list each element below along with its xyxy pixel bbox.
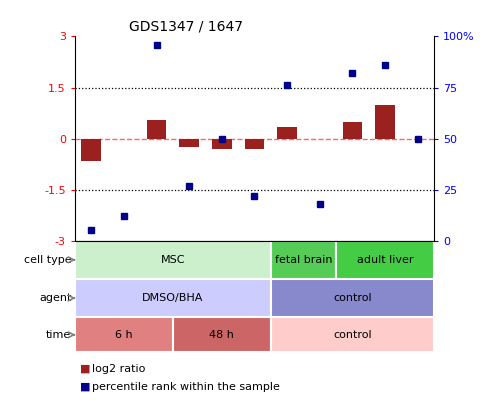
Bar [336,241,434,279]
Text: 6 h: 6 h [115,330,133,340]
Text: DMSO/BHA: DMSO/BHA [142,293,204,303]
Text: 48 h: 48 h [210,330,234,340]
Bar [245,139,264,149]
Bar [81,139,101,161]
Bar [75,279,271,317]
Bar [179,139,199,147]
Text: fetal brain: fetal brain [275,255,332,265]
Text: time: time [46,330,71,340]
Text: ■: ■ [80,382,90,392]
Bar [212,139,232,149]
Text: MSC: MSC [161,255,185,265]
Text: ■: ■ [80,364,90,373]
Bar [75,241,271,279]
Text: cell type: cell type [23,255,71,265]
Bar [147,120,166,139]
Bar [343,122,362,139]
Text: GDS1347 / 1647: GDS1347 / 1647 [129,20,243,34]
Bar [277,127,297,139]
Bar [75,317,173,352]
Text: agent: agent [39,293,71,303]
Text: control: control [333,293,372,303]
Bar [271,279,434,317]
Text: control: control [333,330,372,340]
Bar [173,317,271,352]
Text: adult liver: adult liver [357,255,413,265]
Bar [271,241,336,279]
Text: log2 ratio: log2 ratio [92,364,146,373]
Text: percentile rank within the sample: percentile rank within the sample [92,382,280,392]
Bar [375,104,395,139]
Bar [271,317,434,352]
